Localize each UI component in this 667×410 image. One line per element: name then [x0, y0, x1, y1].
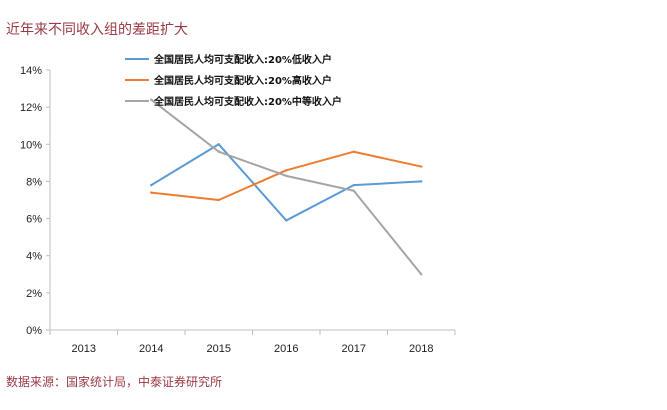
x-tick-label: 2016: [274, 343, 298, 355]
legend-label: 全国居民人均可支配收入:20%中等收入户: [153, 95, 342, 108]
x-tick-label: 2018: [409, 343, 433, 355]
axes: 0% 2% 4% 6% 8% 10% 12% 14% 2013 2014 2015 2016 2017 2…: [20, 65, 456, 355]
data-point: [285, 174, 288, 178]
series-line-2: [150, 98, 423, 275]
chart-title: 近年来不同收入组的差距扩大: [6, 22, 188, 38]
data-point: [352, 189, 355, 192]
y-tick-label: 6%: [26, 214, 42, 226]
data-point: [352, 150, 355, 153]
legend: 全国居民人均可支配收入:20%低收入户全国居民人均可支配收入:20%高收入户全国…: [125, 53, 342, 108]
data-point: [420, 165, 423, 168]
y-tick-label: 10%: [20, 139, 42, 151]
data-point: [217, 198, 220, 202]
data-point: [420, 180, 423, 183]
data-point: [217, 143, 220, 146]
legend-label: 全国居民人均可支配收入:20%低收入户: [153, 53, 332, 66]
data-point: [285, 169, 288, 172]
data-source-note: 数据来源：国家统计局，中泰证券研究所: [6, 375, 223, 389]
data-point: [285, 219, 288, 222]
legend-label: 全国居民人均可支配收入:20%高收入户: [153, 74, 332, 87]
data-point: [217, 150, 220, 153]
y-tick-label: 0%: [26, 325, 42, 337]
data-point: [150, 191, 153, 194]
y-tick-label: 8%: [26, 176, 42, 188]
y-tick-label: 12%: [20, 102, 42, 114]
data-point: [352, 183, 355, 187]
y-tick-label: 2%: [26, 288, 42, 300]
x-tick-label: 2014: [139, 343, 163, 355]
y-tick-label: 14%: [20, 65, 42, 77]
x-tick-label: 2017: [342, 343, 366, 355]
data-point: [150, 183, 153, 187]
y-tick-label: 4%: [26, 251, 42, 263]
series-layer: [150, 98, 423, 276]
series-line-0: [150, 143, 422, 222]
data-point: [420, 273, 423, 276]
x-tick-label: 2015: [207, 343, 231, 355]
data-point: [150, 98, 153, 101]
x-tick-label: 2013: [72, 343, 96, 355]
